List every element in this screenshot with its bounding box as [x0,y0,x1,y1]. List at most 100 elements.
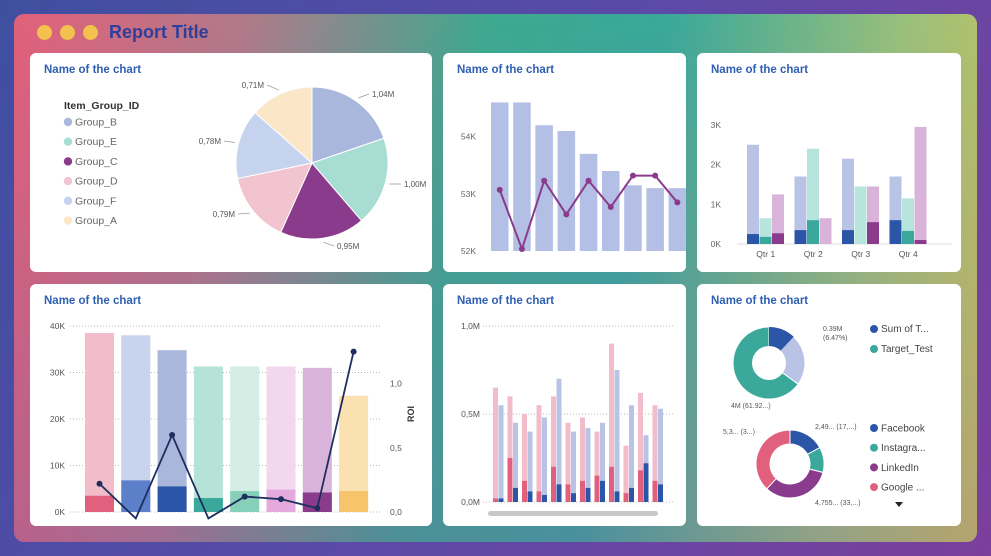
leader-line [266,84,280,91]
tick-label: Qtr 3 [851,249,870,259]
roi-point [314,505,321,512]
leader-line [237,212,250,215]
legend-marker [870,463,878,472]
quarter-bar-chart-card[interactable]: Name of the chart 3K 2K 1K 0K Qtr 1 Qtr 2 Qtr … [697,53,961,272]
bar [507,458,513,502]
tick-label: Qtr 4 [899,249,918,259]
data-label: 0,78M [199,137,222,146]
report-title: Report Title [109,22,209,42]
legend-marker [870,345,878,353]
y2-tick-label: 0,0 [390,507,402,517]
bar [585,487,591,502]
bar [580,417,585,502]
tick-label: 3K [711,120,722,130]
bar [493,387,498,502]
bar [522,414,527,502]
legend-label: Instagra... [881,443,925,454]
data-label: 0,95M [337,242,360,251]
bar [794,176,807,244]
horizontal-scrollbar[interactable] [488,511,658,516]
data-label: 4,755... (33,...) [815,500,861,507]
bar-inner [889,220,902,244]
legend-marker [63,157,73,166]
bar [668,188,686,251]
donut-charts-card[interactable]: Name of the chart 0.39M (6.47%) 4M (61.92.… [697,284,961,526]
bar [609,466,614,502]
data-label: (6.47%) [823,335,848,342]
window-dot-3[interactable] [83,25,98,40]
bar [652,405,658,502]
legend-marker [870,424,878,432]
tick-label: 0,0M [461,497,480,507]
bar-inner [85,495,114,512]
bar [542,417,547,502]
bar [571,493,576,502]
bar [579,153,598,251]
chart-title: Name of the chart [44,64,142,76]
tick-label: 1K [711,199,722,209]
bar [557,131,576,251]
chart-title: Name of the chart [457,64,555,76]
roi-point [96,480,103,487]
legend-label: Group_A [75,215,117,227]
bar-inner [842,230,854,244]
tick-label: 1,0M [461,321,480,331]
bar [527,431,533,502]
bar [609,343,614,502]
legend-marker [63,216,73,225]
bar-inner [157,486,187,512]
legend-title: Item_Group_ID [64,100,140,112]
line-point [496,186,503,193]
bar [624,185,642,251]
legend-marker [63,176,73,186]
bar-inner [807,220,819,244]
bar [513,102,531,251]
bar [600,422,605,502]
bar [594,475,600,502]
bar [914,126,927,244]
bar [646,188,664,251]
pie-chart: Item_Group_ID Group_B Group_E Group_C Group_… [63,81,427,251]
pie-slice [280,162,363,240]
bar [602,171,620,251]
bar [594,431,600,502]
donut-slice [755,429,791,490]
pie-slice [235,111,314,180]
line-point [652,172,659,179]
bar [522,480,527,502]
legend-marker [870,443,878,452]
bar [747,144,759,244]
bar [623,445,629,502]
bar [629,405,634,502]
chart-title: Name of the chart [44,295,142,307]
legend-label: LinkedIn [881,463,919,474]
bar [614,491,620,502]
legend-label: Group_F [75,195,116,207]
bar-line-chart-card[interactable]: Name of the chart 54K 53K 52K [443,53,686,272]
legend-marker [63,117,73,127]
legend-marker [870,483,878,492]
bar [302,367,332,512]
bar [565,422,571,502]
tick-label: 0,5M [461,409,480,419]
bar-inner [902,230,914,244]
bar [266,366,296,512]
pie-chart-card[interactable]: Name of the chart Item_Group_ID Group_B Gr… [30,53,432,272]
bar-line-chart: 54K 53K 52K [461,102,686,256]
window-dot-1[interactable] [37,25,52,40]
window-controls [37,25,98,40]
line-point [607,204,614,210]
roi-bar-chart-card[interactable]: Name of the chart 40K 30K 20K 10K 0K 1,0 0,5 0,… [30,284,432,526]
roi-bar-chart: 40K 30K 20K 10K 0K 1,0 0,5 0,0 ROI [50,321,416,520]
data-label: 0,71M [242,81,265,90]
donut-slice [766,468,824,499]
bar [623,493,629,502]
window-dot-2[interactable] [60,25,75,40]
legend-label: Group_C [75,156,118,168]
tick-label: 54K [461,132,476,142]
bar [585,428,591,502]
clustered-bar-chart-card[interactable]: Name of the chart 1,0M 0,5M 0,0M [443,284,686,526]
quarter-bar-chart: 3K 2K 1K 0K Qtr 1 Qtr 2 Qtr 3 Qtr 4 [711,120,952,259]
bar [614,370,620,502]
legend-scroll-down-icon[interactable] [895,502,903,507]
